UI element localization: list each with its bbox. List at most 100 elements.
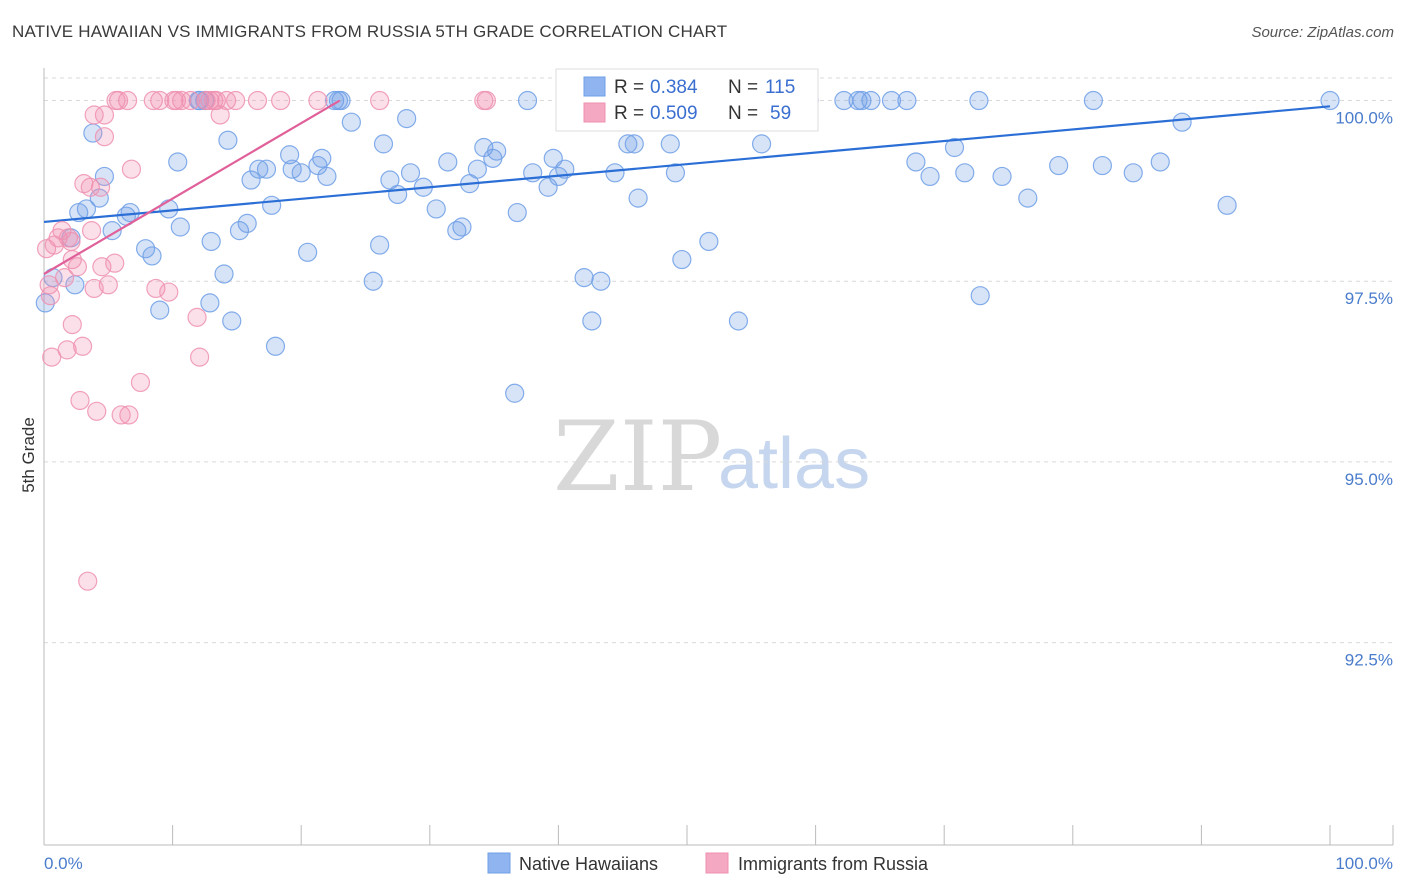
data-point [84, 105, 104, 125]
data-point [130, 372, 151, 393]
data-point [660, 134, 680, 154]
grid-lines [44, 77, 1393, 644]
y-axis-tick-labels: 100.0% 97.5% 95.0% 92.5% [1335, 109, 1393, 670]
data-point [67, 257, 88, 277]
data-point [897, 90, 917, 111]
data-point [881, 90, 902, 111]
stats-n-value-russia: 59 [770, 103, 791, 124]
data-point [57, 340, 77, 360]
legend-label-hawaiians: Native Hawaiians [519, 854, 658, 874]
data-point [618, 134, 638, 154]
chart-title: NATIVE HAWAIIAN VS IMMIGRANTS FROM RUSSI… [12, 22, 728, 41]
data-point [247, 90, 268, 111]
data-point [751, 134, 772, 154]
data-point [80, 177, 100, 197]
trend-line [43, 105, 1331, 224]
data-point [728, 311, 749, 331]
data-point [699, 231, 719, 252]
watermark-atlas: atlas [718, 424, 870, 504]
data-point [624, 134, 644, 154]
data-point [955, 163, 975, 183]
series-layer [35, 90, 1340, 591]
legend: Native Hawaiians Immigrants from Russia [487, 852, 929, 874]
data-point [214, 264, 234, 284]
stats-box: R = 0.384 N = 115 R = 0.509 N = 59 [555, 68, 819, 132]
data-point [94, 105, 115, 125]
data-point [944, 137, 965, 158]
y-tick-label: 97.5% [1345, 289, 1393, 308]
data-point [308, 90, 328, 111]
data-point [229, 221, 250, 241]
data-point [143, 90, 163, 111]
data-point [62, 314, 82, 335]
data-point [201, 231, 221, 252]
data-point [906, 152, 926, 172]
data-point [861, 90, 881, 111]
data-point [992, 166, 1012, 187]
data-point [170, 217, 190, 237]
data-point [271, 90, 291, 111]
y-tick-label: 95.0% [1345, 470, 1393, 489]
data-point [373, 134, 394, 154]
data-point [61, 231, 81, 252]
data-point [476, 90, 496, 111]
data-point [1217, 195, 1237, 215]
data-point [574, 268, 594, 288]
chart-source: Source: ZipAtlas.com [1251, 24, 1394, 41]
data-point [970, 286, 990, 306]
data-point [226, 90, 246, 111]
data-point [505, 383, 525, 403]
data-point [591, 271, 611, 291]
data-point [447, 221, 467, 241]
data-point [98, 275, 118, 295]
data-point [438, 152, 458, 172]
data-point [370, 90, 390, 111]
data-point [1083, 90, 1103, 111]
data-point [90, 177, 111, 197]
data-point [241, 170, 261, 190]
data-point [84, 278, 104, 299]
data-point [72, 336, 93, 356]
x-axis-ticks [43, 825, 1394, 845]
x-tick-label-max: 100.0% [1335, 854, 1393, 873]
data-point [102, 221, 122, 241]
stats-r-label-hawaiians: R = [614, 77, 644, 98]
data-point [256, 159, 277, 179]
series-native-hawaiians [35, 90, 1340, 403]
data-point [54, 268, 75, 288]
data-point [150, 90, 170, 111]
data-point [265, 336, 286, 356]
data-point [1092, 155, 1112, 176]
data-point [117, 90, 138, 111]
trend-line [43, 99, 341, 275]
data-point [582, 311, 602, 331]
data-point [78, 571, 98, 591]
y-axis-title: 5th Grade [19, 417, 38, 493]
data-point [665, 163, 686, 183]
data-point [388, 184, 408, 205]
series-immigrants-from-russia [36, 90, 496, 591]
data-point [121, 159, 142, 179]
stats-r-value-hawaiians: 0.384 [650, 77, 698, 98]
data-point [920, 166, 940, 187]
y-tick-label: 92.5% [1345, 651, 1393, 670]
data-point [517, 90, 538, 111]
data-point [190, 347, 210, 367]
legend-label-russia: Immigrants from Russia [738, 854, 929, 874]
data-point [111, 405, 131, 425]
y-tick-label: 100.0% [1335, 109, 1393, 128]
data-point [467, 159, 487, 179]
data-point [1018, 188, 1038, 208]
data-point [426, 199, 446, 219]
data-point [81, 221, 102, 241]
data-point [341, 112, 361, 132]
data-point [605, 163, 625, 183]
data-point [1049, 155, 1069, 176]
data-point [105, 253, 125, 273]
data-point [70, 390, 90, 411]
data-point [237, 213, 257, 233]
data-point [94, 127, 115, 147]
data-point [298, 242, 318, 262]
data-point [312, 148, 332, 168]
data-point [400, 163, 421, 183]
